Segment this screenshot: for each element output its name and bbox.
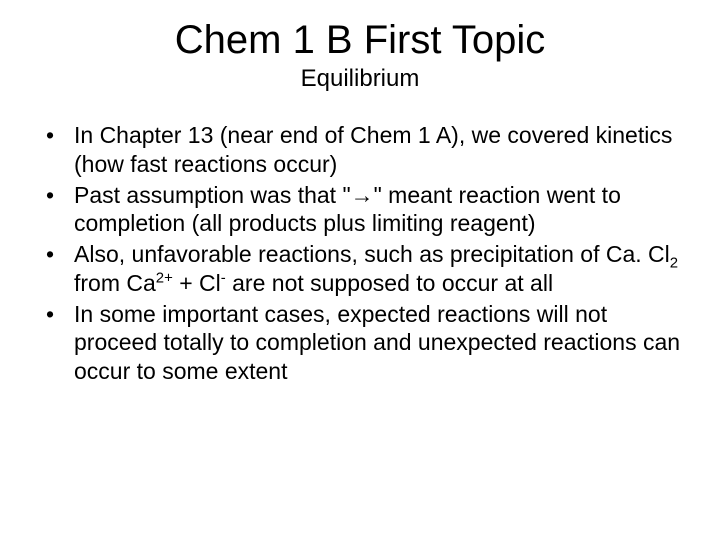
bullet-text: Past assumption was that "→" meant react… [74,182,621,237]
subscript: 2 [670,255,678,272]
bullet-item: In Chapter 13 (near end of Chem 1 A), we… [38,121,682,179]
bullet-item: In some important cases, expected reacti… [38,300,682,386]
bullet-text: from Ca [74,270,156,296]
bullet-item: Past assumption was that "→" meant react… [38,181,682,239]
slide-title: Chem 1 B First Topic [38,18,682,63]
bullet-text: are not supposed to occur at all [226,270,553,296]
bullet-list: In Chapter 13 (near end of Chem 1 A), we… [38,121,682,386]
bullet-text: In Chapter 13 (near end of Chem 1 A), we… [74,122,672,177]
bullet-item: Also, unfavorable reactions, such as pre… [38,240,682,298]
bullet-text: + Cl [173,270,221,296]
bullet-text: Also, unfavorable reactions, such as pre… [74,241,670,267]
superscript: 2+ [156,269,173,286]
slide-subtitle: Equilibrium [38,65,682,93]
bullet-text: In some important cases, expected reacti… [74,301,680,385]
